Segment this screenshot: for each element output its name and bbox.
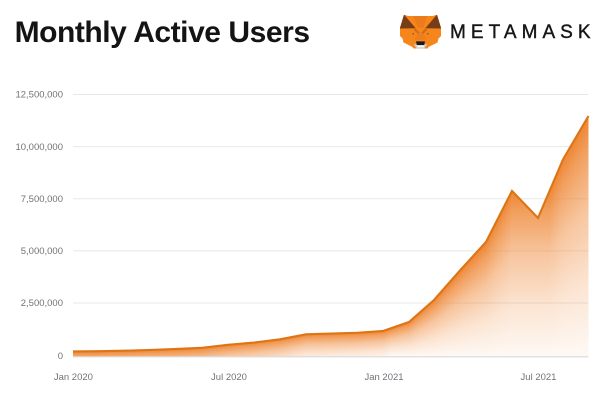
svg-text:10,000,000: 10,000,000 bbox=[15, 142, 63, 153]
svg-text:Jan 2020: Jan 2020 bbox=[54, 372, 93, 383]
svg-text:0: 0 bbox=[58, 351, 63, 362]
svg-text:5,000,000: 5,000,000 bbox=[21, 246, 63, 257]
svg-text:Jan 2021: Jan 2021 bbox=[364, 372, 403, 383]
svg-text:2,500,000: 2,500,000 bbox=[21, 298, 63, 309]
svg-text:Jul 2021: Jul 2021 bbox=[521, 372, 557, 383]
svg-text:Jul 2020: Jul 2020 bbox=[211, 372, 247, 383]
svg-text:7,500,000: 7,500,000 bbox=[21, 194, 63, 205]
svg-text:12,500,000: 12,500,000 bbox=[15, 90, 63, 101]
